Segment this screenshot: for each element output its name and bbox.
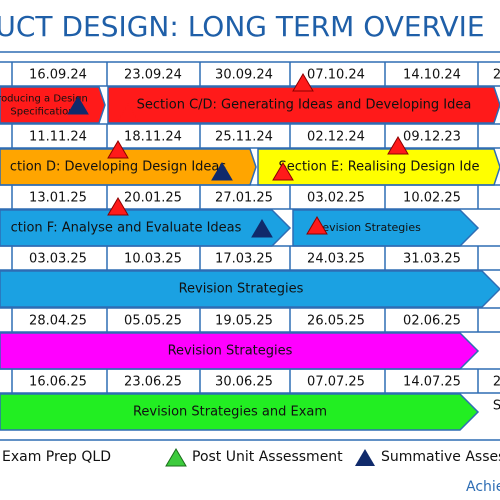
date: 05.05.25 (124, 314, 182, 329)
date: 23.09.24 (124, 68, 182, 83)
legend-post-unit: Post Unit Assessment (192, 449, 343, 465)
date: 03.03.25 (29, 252, 87, 267)
bar-label: Specification (10, 107, 74, 118)
bar-label: Revision Strategies and Exam (133, 405, 327, 420)
date: 25.11.24 (215, 130, 273, 145)
bar (0, 148, 257, 186)
date: 11.11.24 (29, 130, 87, 145)
red-triangle (306, 216, 328, 235)
date: 17.03.25 (215, 252, 273, 267)
date: 16.06.25 (29, 375, 87, 390)
legend-exam-prep: Exam Prep QLD (2, 449, 111, 465)
date: 03.02.25 (307, 191, 365, 206)
date: 30.09.24 (215, 68, 273, 83)
side-label: S (493, 399, 500, 414)
date: 27.01.25 (215, 191, 273, 206)
date: 10.02.25 (403, 191, 461, 206)
date: 24.03.25 (307, 252, 365, 267)
date: 28.04.25 (29, 314, 87, 329)
date: 02.06.25 (403, 314, 461, 329)
bar-label: Revision Strategies (168, 344, 293, 359)
bar (0, 332, 480, 370)
red-triangle (107, 197, 129, 216)
bar-label: ction F: Analyse and Evaluate Ideas (11, 221, 242, 236)
bar-label: Section E: Realising Design Ide (279, 160, 480, 175)
green-triangle (165, 448, 187, 467)
title: UCT DESIGN: LONG TERM OVERVIE (0, 10, 485, 43)
date: 26.05.25 (307, 314, 365, 329)
bar (257, 148, 500, 186)
date: 2 (493, 375, 500, 390)
bar-label: roducing a Design (0, 94, 88, 105)
date: 07.10.24 (307, 68, 365, 83)
date: 02.12.24 (307, 130, 365, 145)
date: 14.07.25 (403, 375, 461, 390)
navy-triangle (355, 449, 375, 466)
date: 23.06.25 (124, 375, 182, 390)
red-triangle-outline (117, 103, 139, 122)
navy-triangle (67, 96, 89, 115)
bar-label: Revision Strategies (315, 221, 421, 234)
date: 18.11.24 (124, 130, 182, 145)
bar (0, 209, 292, 247)
date: 13.01.25 (29, 191, 87, 206)
date: 20.01.25 (124, 191, 182, 206)
bar-label: ction D: Developing Design Ideas (10, 160, 227, 175)
navy-triangle (211, 162, 233, 181)
date: 14.10.24 (403, 68, 461, 83)
date: 19.05.25 (215, 314, 273, 329)
footer: Achie (466, 479, 500, 495)
date: 07.07.25 (307, 375, 365, 390)
bar (292, 209, 480, 247)
red-triangle (387, 136, 409, 155)
date: 30.06.25 (215, 375, 273, 390)
timeline: 16.09.24 23.09.24 30.09.24 07.10.24 14.10.24… (0, 61, 500, 431)
bar (0, 393, 480, 431)
date: 2 (493, 68, 500, 83)
red-triangle (292, 73, 314, 92)
red-triangle (107, 140, 129, 159)
bar-label: Section C/D: Generating Ideas and Develo… (137, 98, 472, 113)
bar-label: Revision Strategies (179, 282, 304, 297)
bar (107, 86, 500, 124)
date: 09.12.23 (403, 130, 461, 145)
date: 10.03.25 (124, 252, 182, 267)
legend-summative: Summative Assess (381, 449, 500, 465)
red-triangle (272, 162, 294, 181)
bar (0, 86, 106, 124)
navy-triangle (251, 219, 273, 238)
date: 16.09.24 (29, 68, 87, 83)
date: 31.03.25 (403, 252, 461, 267)
bar (0, 270, 500, 308)
